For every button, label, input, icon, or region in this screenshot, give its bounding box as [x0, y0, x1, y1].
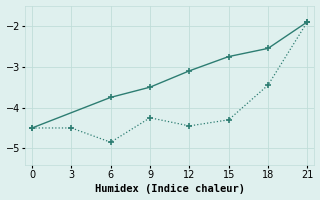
X-axis label: Humidex (Indice chaleur): Humidex (Indice chaleur) — [95, 184, 245, 194]
